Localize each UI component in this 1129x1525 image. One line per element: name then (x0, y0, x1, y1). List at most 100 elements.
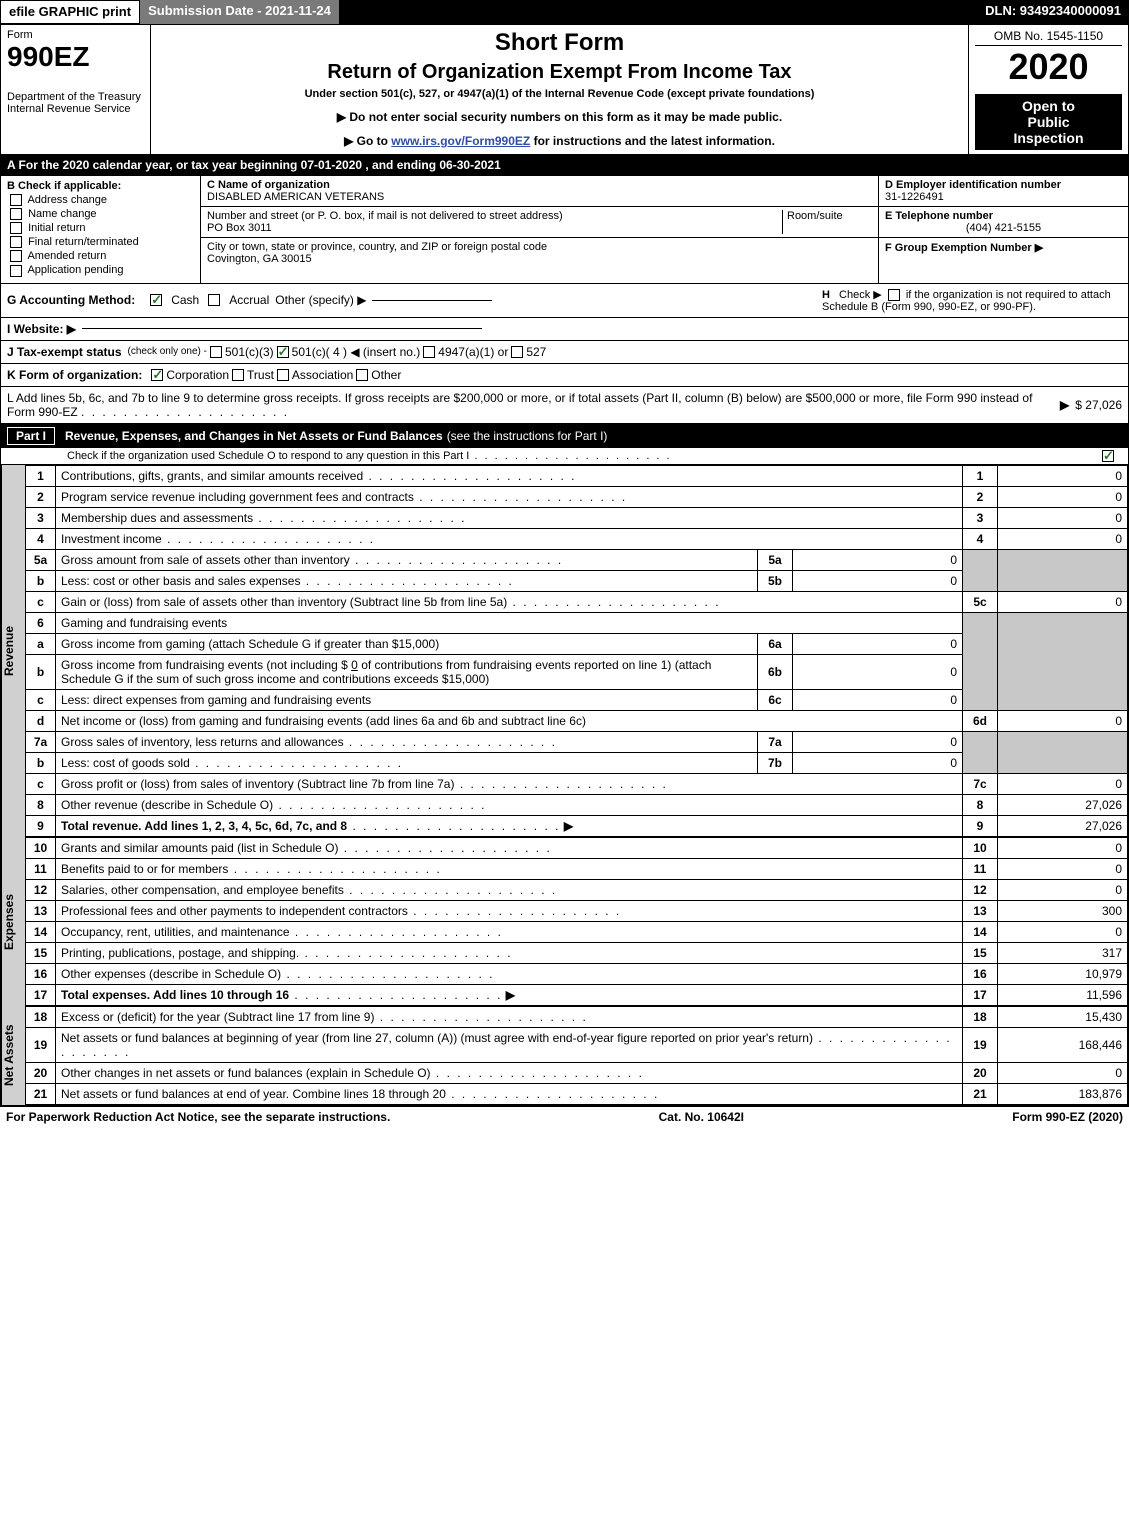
phone-label: E Telephone number (885, 210, 1122, 222)
result-val: 183,876 (998, 1083, 1128, 1104)
line-num: c (26, 773, 56, 794)
line-16: 16Other expenses (describe in Schedule O… (26, 963, 1128, 984)
arrow-icon: ▶ (564, 819, 573, 833)
opt-label: Address change (27, 194, 107, 206)
line-desc: Salaries, other compensation, and employ… (61, 883, 344, 897)
part1-header: Part I Revenue, Expenses, and Changes in… (1, 424, 1128, 448)
irs-link[interactable]: www.irs.gov/Form990EZ (391, 134, 530, 148)
result-val: 0 (998, 837, 1128, 858)
sub-num: 6a (758, 633, 793, 654)
chk-initial-return[interactable]: Initial return (7, 222, 194, 234)
section-def: D Employer identification number 31-1226… (878, 176, 1128, 283)
line-6c: cLess: direct expenses from gaming and f… (26, 689, 1128, 710)
line-21: 21Net assets or fund balances at end of … (26, 1083, 1128, 1104)
header-mid: Short Form Return of Organization Exempt… (151, 25, 968, 154)
part1-title: Revenue, Expenses, and Changes in Net As… (65, 429, 443, 443)
chk-application-pending[interactable]: Application pending (7, 264, 194, 276)
footer-left: For Paperwork Reduction Act Notice, see … (6, 1110, 390, 1124)
other-input[interactable] (372, 300, 492, 301)
result-val: 0 (998, 1062, 1128, 1083)
chk-other-org[interactable] (356, 369, 368, 381)
chk-address-change[interactable]: Address change (7, 194, 194, 206)
result-val: 0 (998, 591, 1128, 612)
short-form-title: Short Form (157, 29, 962, 57)
dots (300, 574, 513, 588)
revenue-table: 1Contributions, gifts, grants, and simil… (25, 465, 1128, 837)
section-c: C Name of organization DISABLED AMERICAN… (201, 176, 878, 283)
submission-date: Submission Date - 2021-11-24 (140, 0, 339, 24)
line-19: 19Net assets or fund balances at beginni… (26, 1027, 1128, 1062)
line-17: 17Total expenses. Add lines 10 through 1… (26, 984, 1128, 1005)
result-val: 300 (998, 900, 1128, 921)
info-grid: B Check if applicable: Address change Na… (1, 176, 1128, 284)
other-label: Other (specify) ▶ (275, 293, 366, 307)
gray-cell (998, 549, 1128, 591)
chk-schedule-o[interactable] (1102, 450, 1114, 462)
instruction-2: ▶ Go to www.irs.gov/Form990EZ for instru… (157, 134, 962, 148)
chk-amended-return[interactable]: Amended return (7, 250, 194, 262)
sub-num: 6c (758, 689, 793, 710)
dots (344, 883, 557, 897)
arrow-icon: ▶ (1060, 398, 1069, 412)
result-num: 5c (963, 591, 998, 612)
line-num: 11 (26, 858, 56, 879)
result-num: 2 (963, 486, 998, 507)
irs-label: Internal Revenue Service (7, 103, 144, 115)
line-num: 7a (26, 731, 56, 752)
line-desc: Printing, publications, postage, and shi… (61, 946, 299, 960)
efile-print-button[interactable]: efile GRAPHIC print (0, 0, 140, 24)
chk-corp[interactable] (151, 369, 163, 381)
result-num: 13 (963, 900, 998, 921)
checkbox-icon (10, 194, 22, 206)
result-val: 27,026 (998, 794, 1128, 815)
chk-527[interactable] (511, 346, 523, 358)
chk-501c[interactable] (277, 346, 289, 358)
k-label: K Form of organization: (7, 368, 142, 382)
revenue-label: Revenue (1, 465, 25, 837)
checkbox-accrual[interactable] (208, 294, 220, 306)
chk-501c3[interactable] (210, 346, 222, 358)
result-val: 15,430 (998, 1006, 1128, 1027)
line-12: 12 Salaries, other compensation, and empl… (26, 879, 1128, 900)
instr2-pre: ▶ Go to (344, 134, 391, 148)
line-num: 15 (26, 942, 56, 963)
dots (408, 904, 621, 918)
open-to-public: Open to Public Inspection (975, 94, 1122, 150)
line-num: 4 (26, 528, 56, 549)
line-desc: Total revenue. Add lines 1, 2, 3, 4, 5c,… (61, 819, 347, 833)
checkbox-cash[interactable] (150, 294, 162, 306)
line-num: 10 (26, 837, 56, 858)
sub-val: 0 (793, 549, 963, 570)
result-num: 7c (963, 773, 998, 794)
result-val: 11,596 (998, 984, 1128, 1005)
line-num: 20 (26, 1062, 56, 1083)
result-num: 12 (963, 879, 998, 900)
line-20: 20Other changes in net assets or fund ba… (26, 1062, 1128, 1083)
line-num: 12 (26, 879, 56, 900)
line-desc: Less: cost or other basis and sales expe… (61, 574, 300, 588)
line-desc: Net income or (loss) from gaming and fun… (56, 710, 963, 731)
arrow-icon: ▶ (506, 988, 515, 1002)
dots (299, 946, 512, 960)
chk-4947[interactable] (423, 346, 435, 358)
revenue-block: Revenue 1Contributions, gifts, grants, a… (1, 465, 1128, 837)
header-right: OMB No. 1545-1150 2020 Open to Public In… (968, 25, 1128, 154)
dots (374, 1010, 587, 1024)
website-input[interactable] (82, 328, 482, 329)
checkbox-icon (10, 265, 22, 277)
dots (344, 735, 557, 749)
checkbox-h[interactable] (888, 289, 900, 301)
expenses-block: Expenses 10Grants and similar amounts pa… (1, 837, 1128, 1006)
line-desc: Gross profit or (loss) from sales of inv… (61, 777, 454, 791)
chk-name-change[interactable]: Name change (7, 208, 194, 220)
chk-trust[interactable] (232, 369, 244, 381)
k-o1: Corporation (166, 368, 229, 382)
chk-final-return[interactable]: Final return/terminated (7, 236, 194, 248)
expenses-table: 10Grants and similar amounts paid (list … (25, 837, 1128, 1006)
phone-row: E Telephone number (404) 421-5155 (879, 207, 1128, 238)
line-desc: Gross sales of inventory, less returns a… (61, 735, 344, 749)
chk-assoc[interactable] (277, 369, 289, 381)
line-num: 8 (26, 794, 56, 815)
dots (290, 925, 503, 939)
sub-num: 7a (758, 731, 793, 752)
